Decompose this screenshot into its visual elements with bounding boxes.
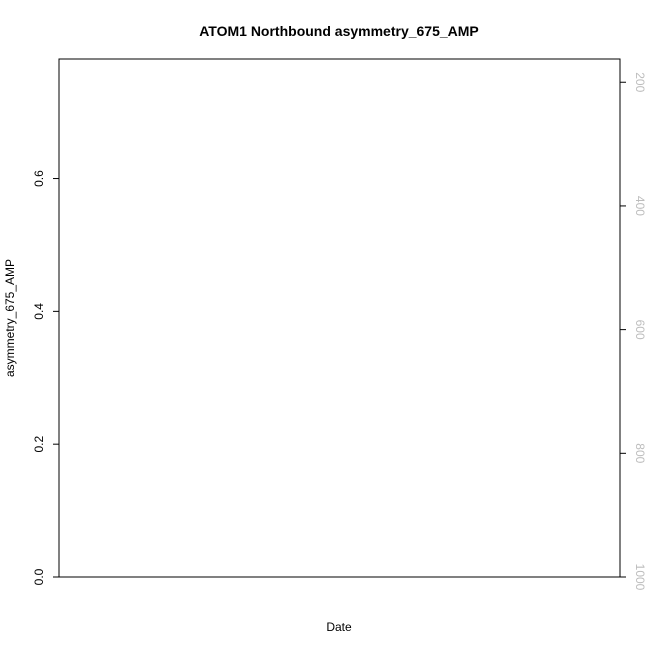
y-tick-label: 0.4 bbox=[32, 303, 46, 320]
right-tick-label: 800 bbox=[633, 443, 647, 463]
right-axis: 200 400 600 800 1000 bbox=[620, 72, 647, 591]
right-tick-label: 400 bbox=[633, 196, 647, 216]
y-tick-label: 0.2 bbox=[32, 436, 46, 453]
right-tick-label: 200 bbox=[633, 72, 647, 92]
y-tick-label: 0.0 bbox=[32, 568, 46, 585]
y-tick-label: 0.6 bbox=[32, 170, 46, 187]
chart-title: ATOM1 Northbound asymmetry_675_AMP bbox=[199, 23, 479, 39]
right-tick-label: 1000 bbox=[633, 564, 647, 591]
y-axis: 0.0 0.2 0.4 0.6 bbox=[32, 170, 59, 585]
right-tick-label: 600 bbox=[633, 320, 647, 340]
plot-frame bbox=[58, 58, 621, 578]
y-axis-label: asymmetry_675_AMP bbox=[3, 259, 17, 377]
x-axis-label: Date bbox=[326, 620, 352, 634]
